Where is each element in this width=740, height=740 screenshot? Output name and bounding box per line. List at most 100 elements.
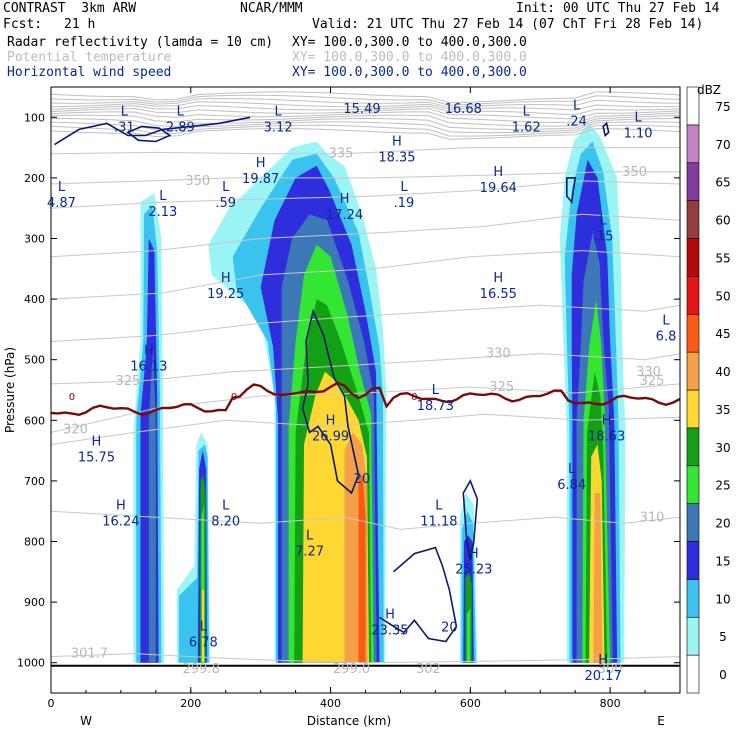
wind-speed-label: .15 [593,229,614,244]
wind-extremum-marker: H [92,435,102,450]
wind-extremum-marker: L [573,98,581,113]
freezing-level-label: 0 [69,392,75,403]
y-tick-label: 400 [24,293,45,306]
wind-extremum-marker: L [275,104,283,119]
theta-contour-upper-line [51,105,680,116]
reflectivity-region-35dbz [202,590,205,663]
wind-speed-label: 19.87 [242,172,279,187]
wind-extremum-marker: H [116,498,126,513]
wind-extremum-marker: L [306,529,314,544]
init-time: Init: 00 UTC Thu 27 Feb 14 [516,1,720,16]
wind-speed-label: .31 [114,120,135,135]
colorbar-label: 60 [715,214,730,228]
colorbar-label: 50 [715,289,730,303]
wind-extremum-marker: H [493,271,503,286]
theta-label: 330 [486,347,511,362]
wind-speed-contour [301,308,360,495]
y-tick-label: 700 [24,475,45,488]
reflectivity-layer [133,123,626,663]
wind-speed-label: 26.99 [312,429,349,444]
theta-contour-line [51,413,680,445]
theta-contour-upper-line [51,94,680,106]
theta-label: 325 [115,374,140,389]
colorbar-swatch [686,162,700,201]
valid-time: Valid: 21 UTC Thu 27 Feb 14 (07 ChT Fri … [312,17,704,32]
theta-label: 310 [640,510,665,525]
wind-extremum-marker: L [400,180,408,195]
theta-label: 325 [640,374,665,389]
wind-speed-label: 20.17 [585,669,622,684]
theta-contour-line [51,383,680,433]
theta-contour-line [51,180,680,209]
colorbar-swatch [686,616,700,656]
wind-speed-label: 2.13 [148,205,177,220]
wind-extremum-marker: H [144,344,154,359]
theta-contour-line [51,213,680,258]
field-reflectivity-name: Radar reflectivity (lamda = 10 cm) [7,35,274,50]
wind-extremum-marker: L [634,110,642,125]
theta-label: 335 [329,147,354,162]
y-tick-label: 300 [24,233,45,246]
wind-extremum-marker: H [221,271,231,286]
wind-speed-label: 17.24 [326,208,363,223]
field-wind-name: Horizontal wind speed [7,65,172,80]
wind-extremum-marker: H [602,413,612,428]
colorbar-swatch [686,389,700,429]
x-tick-label: 600 [460,697,481,710]
wind-speed-label: 3.12 [264,120,293,135]
theta-label: 350 [622,165,647,180]
y-tick-label: 100 [24,111,45,124]
wind-speed-label: 15.49 [343,102,380,117]
theta-contour-line [51,147,680,155]
theta-contour-upper-line [51,101,680,111]
field-reflectivity-xy: XY= 100.0,300.0 to 400.0,300.0 [292,35,527,50]
colorbar-label: 5 [719,630,727,644]
wind-extremum-marker: H [340,192,350,207]
colorbar-swatch [686,200,700,239]
theta-label: 325 [489,380,514,395]
theta-contour-line [51,250,680,300]
wind-speed-label: 15.75 [78,451,115,466]
wind-speed-label: .24 [566,114,587,129]
wind-extremum-marker: L [432,383,440,398]
wind-speed-label: 20 [441,620,458,635]
x-tick-label: 800 [600,697,621,710]
reflectivity-region-45dbz [358,474,366,663]
wind-extremum-marker: L [523,104,531,119]
colorbar-label: 70 [715,138,730,152]
theta-label: 299.0 [333,662,370,677]
y-tick-label: 900 [24,596,45,609]
wind-speed-label: 1.62 [512,120,541,135]
colorbar-swatch [686,427,700,467]
colorbar-unit: dBZ [697,83,721,97]
wind-speed-label: 8.20 [211,514,240,529]
theta-contour-upper-line [51,107,680,120]
wind-extremum-marker: H [326,413,336,428]
y-tick-label: 600 [24,414,45,427]
colorbar-swatch [686,503,700,542]
wind-extremum-marker: L [58,180,66,195]
x-axis-label: Distance (km) [307,714,391,728]
wind-extremum-marker: L [177,104,185,119]
theta-contours-layer [51,91,680,664]
wind-speed-label: 1.10 [624,126,653,141]
colorbar-label: 35 [715,403,730,417]
wind-speed-label: 11.18 [420,514,457,529]
colorbar-label: 40 [715,365,730,379]
theta-label: 302 [416,662,441,677]
theta-contour-upper-line [51,124,680,137]
colorbar-swatch [686,86,700,126]
wind-speed-label: 19.25 [207,287,244,302]
wind-speed-contour [379,546,458,643]
colorbar-label: 20 [715,517,730,531]
wind-extremum-marker: H [469,547,479,562]
x-tick-label: 400 [320,697,341,710]
colorbar-label: 75 [715,100,730,114]
reflectivity-region-25dbz [466,608,471,663]
wind-extremum-marker: L [200,619,208,634]
colorbar-swatch [686,313,700,353]
theta-label: 350 [185,174,210,189]
theta-label: 300 [598,662,623,677]
axes-layer: 0 200 400 600 800100200300400500600700800900… [17,87,681,710]
colorbar-swatch [686,579,700,618]
